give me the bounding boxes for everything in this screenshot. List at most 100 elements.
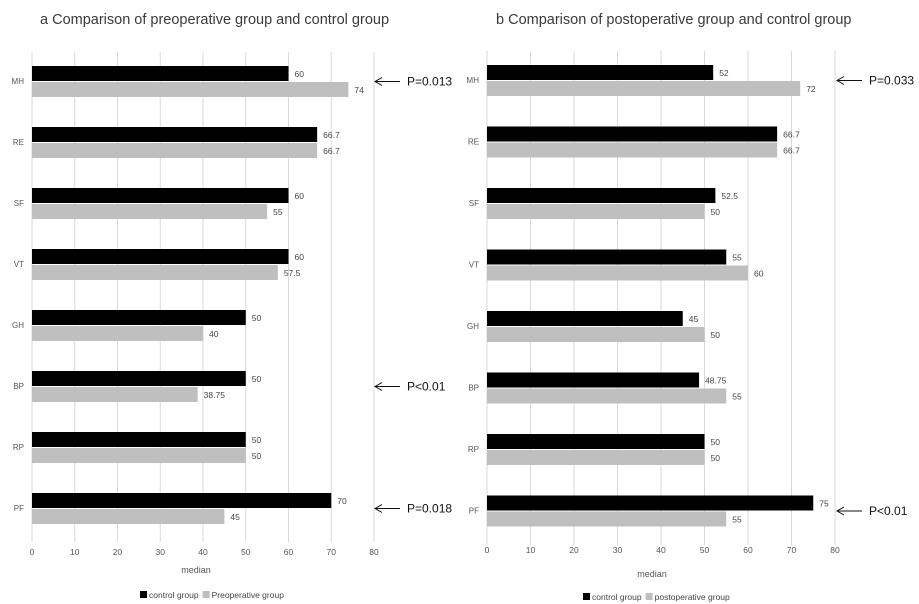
- chart-panel-a: a Comparison of preoperative group and c…: [12, 12, 453, 600]
- bar-comparison: [487, 511, 727, 527]
- data-label: 55: [732, 515, 742, 525]
- category-label: GH: [467, 322, 479, 331]
- bar-comparison: [487, 204, 705, 219]
- x-tick-label: 10: [70, 547, 80, 557]
- x-tick-label: 10: [526, 545, 536, 555]
- bar-control: [487, 249, 727, 265]
- legend-label: control group: [149, 590, 199, 600]
- x-tick-label: 50: [700, 545, 710, 555]
- arrow-head: [373, 504, 383, 513]
- legend-swatch: [202, 591, 210, 598]
- x-axis-label: median: [637, 569, 667, 579]
- data-label: 50: [711, 207, 721, 217]
- category-label: GH: [12, 321, 24, 330]
- bar-comparison: [32, 326, 203, 341]
- category-label: PF: [14, 504, 24, 513]
- arrow-head: [373, 77, 383, 86]
- annotation-text: P=0.013: [407, 75, 452, 89]
- x-tick-label: 40: [656, 545, 666, 555]
- annotation-text: P<0.01: [869, 504, 908, 518]
- data-label: 52.5: [721, 191, 738, 201]
- data-label: 50: [252, 374, 262, 384]
- bar-control: [32, 249, 289, 264]
- bar-comparison: [32, 265, 278, 280]
- chart-title: a Comparison of preoperative group and c…: [40, 12, 389, 28]
- x-tick-label: 30: [613, 545, 623, 555]
- data-label: 40: [209, 329, 219, 339]
- category-label: MH: [467, 76, 480, 85]
- category-label: SF: [14, 199, 24, 208]
- data-label: 50: [252, 313, 262, 323]
- x-tick-label: 70: [787, 545, 797, 555]
- bar-control: [487, 188, 716, 203]
- bar-control: [487, 126, 778, 142]
- legend-label: control group: [592, 592, 642, 602]
- data-label: 66.7: [783, 130, 800, 140]
- category-label: VT: [14, 260, 24, 269]
- x-tick-label: 60: [284, 547, 294, 557]
- arrow-head: [373, 382, 383, 391]
- bar-control: [487, 65, 714, 80]
- bar-comparison: [32, 82, 349, 97]
- bar-control: [32, 66, 289, 81]
- bar-comparison: [32, 387, 198, 402]
- category-label: SF: [469, 199, 479, 208]
- annotation-text: P<0.01: [407, 380, 446, 394]
- arrow-head: [835, 506, 845, 516]
- data-label: 52: [719, 68, 729, 78]
- x-tick-label: 20: [113, 547, 123, 557]
- x-tick-label: 40: [198, 547, 208, 557]
- category-label: RP: [468, 445, 479, 454]
- bar-comparison: [32, 204, 268, 219]
- category-label: RE: [13, 138, 24, 147]
- chart-title: b Comparison of postoperative group and …: [496, 12, 851, 28]
- bar-comparison: [487, 81, 801, 96]
- x-tick-label: 80: [830, 545, 840, 555]
- chart-panel-b: b Comparison of postoperative group and …: [467, 12, 915, 602]
- legend-swatch: [645, 593, 653, 600]
- bar-comparison: [32, 448, 246, 463]
- bar-comparison: [487, 265, 748, 281]
- category-label: RP: [13, 443, 24, 452]
- bar-control: [487, 372, 700, 388]
- data-label: 55: [732, 392, 742, 402]
- data-label: 50: [252, 451, 262, 461]
- x-tick-label: 20: [569, 545, 579, 555]
- legend-label: Preoperative group: [212, 590, 285, 600]
- bar-comparison: [32, 509, 225, 524]
- legend-swatch: [583, 593, 590, 600]
- data-label: 50: [711, 437, 721, 447]
- data-label: 50: [711, 453, 721, 463]
- data-label: 50: [252, 435, 262, 445]
- bar-comparison: [487, 327, 705, 342]
- category-label: BP: [13, 382, 24, 391]
- data-label: 66.7: [323, 130, 340, 140]
- data-label: 72: [806, 84, 816, 94]
- category-label: RE: [468, 138, 479, 147]
- data-label: 74: [354, 85, 364, 95]
- annotation-text: P=0.033: [869, 74, 914, 88]
- data-label: 55: [273, 207, 283, 217]
- data-label: 55: [732, 253, 742, 263]
- data-label: 50: [711, 330, 721, 340]
- category-label: BP: [468, 384, 479, 393]
- bar-control: [487, 311, 683, 326]
- data-label: 48.75: [705, 376, 727, 386]
- category-label: VT: [469, 261, 479, 270]
- data-label: 45: [689, 314, 699, 324]
- annotation-text: P=0.018: [407, 502, 452, 516]
- x-tick-label: 60: [743, 545, 753, 555]
- bar-control: [487, 495, 814, 511]
- data-label: 60: [295, 69, 305, 79]
- legend-swatch: [140, 591, 147, 598]
- x-tick-label: 0: [485, 545, 490, 555]
- category-label: MH: [12, 77, 25, 86]
- bar-comparison: [487, 142, 778, 158]
- data-label: 45: [230, 512, 240, 522]
- bar-control: [32, 310, 246, 325]
- arrow-head: [835, 76, 845, 85]
- bar-control: [487, 434, 705, 449]
- bar-control: [32, 493, 332, 508]
- legend-label: postoperative group: [655, 592, 730, 602]
